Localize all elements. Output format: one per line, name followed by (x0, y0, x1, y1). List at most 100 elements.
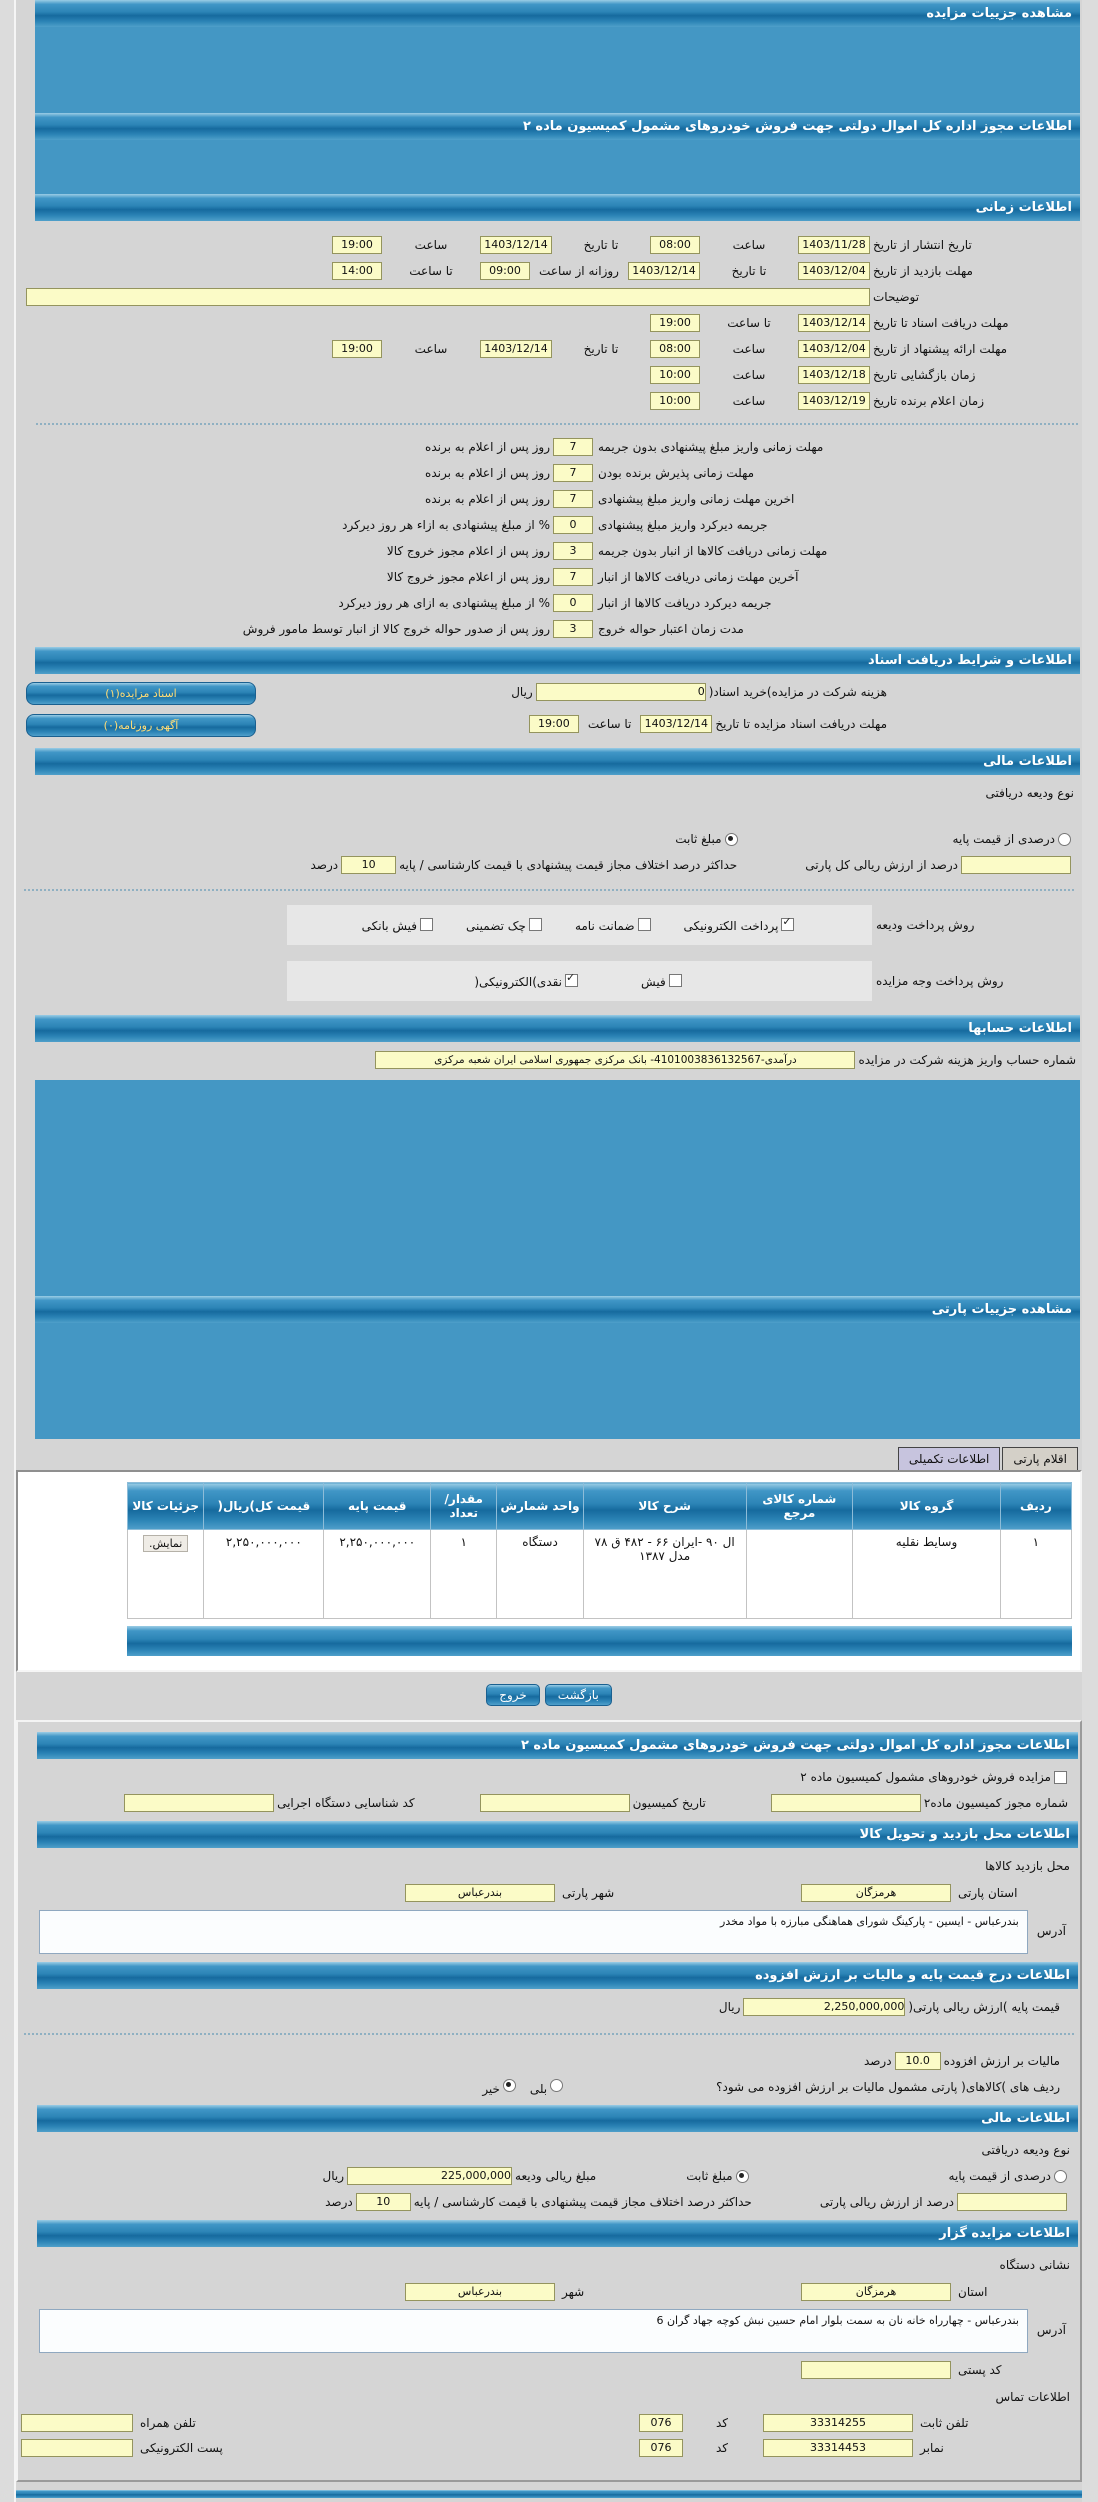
penalty-label: جریمه دیرکرد دریافت کالاها از انبار (598, 596, 772, 610)
province-field[interactable]: هرمزگان (801, 2283, 951, 2301)
deposit-pay-options: پرداخت الکترونیکی ضمانت نامه چک تضمینی ف… (287, 905, 872, 945)
percent-of-base-label: درصدی از قیمت پایه (952, 832, 1055, 846)
fixed-amount-radio-2[interactable] (735, 2170, 749, 2183)
city-field[interactable]: بندرعباس (405, 2283, 555, 2301)
offer-from-time-field[interactable]: 08:00 (650, 340, 700, 358)
fish-checkbox[interactable] (668, 973, 682, 987)
guarantee-checkbox[interactable] (637, 917, 651, 931)
cell-row-number: ۱ (999, 1529, 1073, 1619)
postal-code-label: کد پستی (958, 2363, 1002, 2377)
max-diff-field[interactable]: 10 (341, 856, 397, 874)
exit-button[interactable]: خروج (486, 1684, 540, 1706)
max-diff-field-2[interactable]: 10 (355, 2193, 411, 2211)
article2-auction-label: مزایده فروش خودروهای مشمول کمیسیون ماده … (800, 1770, 1051, 1784)
penalty-field[interactable]: 0 (553, 516, 593, 534)
financial-section: نوع ودیعه دریافتی درصدی از قیمت پایه مبل… (16, 783, 1082, 1001)
publish-to-time-field[interactable]: 19:00 (332, 236, 382, 254)
article2-auction-checkbox[interactable] (1054, 1771, 1067, 1784)
winner-announce-date-field[interactable]: 1403/12/19 (798, 392, 870, 410)
fixed-amount-radio[interactable] (724, 833, 738, 846)
publish-to-date-field[interactable]: 1403/12/14 (480, 236, 552, 254)
account-number-label: شماره حساب واریز هزینه شرکت در مزایده (858, 1053, 1076, 1067)
docs-receive-deadline-label: مهلت دریافت اسناد تا تاریخ (873, 316, 1009, 330)
lot-province-field[interactable]: هرمزگان (801, 1884, 951, 1902)
docs-receive-date-field[interactable]: 1403/12/14 (798, 314, 870, 332)
tab-lot-items[interactable]: اقلام پارتی (1002, 1447, 1078, 1470)
description-field[interactable] (26, 288, 870, 306)
penalty-field[interactable]: 7 (553, 438, 593, 456)
penalty-field[interactable]: 7 (553, 490, 593, 508)
lot-city-field[interactable]: بندرعباس (405, 1884, 555, 1902)
col-total-price: قیمت کل)ریال( (203, 1482, 325, 1530)
email-field[interactable] (21, 2439, 133, 2457)
rial-label: ریال (322, 2169, 345, 2183)
vat-yes-radio[interactable] (550, 2078, 564, 2092)
winner-announce-label: زمان اعلام برنده تاریخ (873, 394, 984, 408)
opening-time-label: زمان بازگشایی تاریخ (873, 368, 976, 382)
visit-to-time-field[interactable]: 14:00 (332, 262, 382, 280)
publish-from-time-field[interactable]: 08:00 (650, 236, 700, 254)
vat-field[interactable]: 10.0 (894, 2052, 941, 2070)
publish-from-date-field[interactable]: 1403/11/28 (798, 236, 870, 254)
divider (36, 423, 1078, 425)
visit-address-field[interactable]: بندرعباس - ایسین - پارکینگ شورای هماهنگی… (39, 1910, 1028, 1954)
col-quantity: مقدار/ تعداد (430, 1482, 498, 1530)
visit-from-date-field[interactable]: 1403/12/04 (798, 262, 870, 280)
newspaper-ad-button[interactable]: آگهی روزنامه(۰) (26, 714, 256, 737)
postal-code-field[interactable] (801, 2361, 951, 2379)
offer-to-time-field[interactable]: 19:00 (332, 340, 382, 358)
deposit-percent-field[interactable] (961, 856, 1071, 874)
fee-field[interactable]: 0 (535, 683, 706, 701)
penalty-field[interactable]: 0 (553, 594, 593, 612)
license-number-field[interactable] (770, 1794, 921, 1812)
bank-slip-checkbox[interactable] (420, 917, 434, 931)
penalty-field[interactable]: 3 (553, 542, 593, 560)
visit-to-date-field[interactable]: 1403/12/14 (628, 262, 700, 280)
fax-code-field[interactable]: 076 (639, 2439, 683, 2457)
certified-check-checkbox[interactable] (528, 917, 542, 931)
penalty-suffix: % از مبلغ پیشنهادی به ازاء هر روز دیرکرد (342, 518, 550, 532)
auctioneer-address-field[interactable]: بندرعباس - چهارراه خانه نان به سمت بلوار… (39, 2309, 1028, 2353)
winner-announce-time-field[interactable]: 10:00 (650, 392, 700, 410)
license-title-banner: اطلاعات مجوز اداره کل اموال دولتی جهت فر… (35, 113, 1080, 140)
docs-receive-time-field[interactable]: 19:00 (650, 314, 700, 332)
agency-id-field[interactable] (124, 1794, 275, 1812)
fax-field[interactable]: 33314453 (763, 2439, 913, 2457)
opening-date-field[interactable]: 1403/12/18 (798, 366, 870, 384)
publish-date-label: تاریخ انتشار از تاریخ (873, 238, 972, 252)
opening-time-field[interactable]: 10:00 (650, 366, 700, 384)
electronic-payment-checkbox[interactable] (781, 915, 795, 931)
cell-unit: دستگاه (496, 1529, 584, 1619)
commission-date-field[interactable] (479, 1794, 630, 1812)
back-button[interactable]: بازگشت (544, 1684, 612, 1706)
penalty-field[interactable]: 7 (553, 568, 593, 586)
docs-deadline-time-field[interactable]: 19:00 (528, 715, 579, 733)
auction-docs-button[interactable]: اسناد مزایده(۱) (26, 682, 256, 705)
col-goods-group: گروه کالا (852, 1482, 1001, 1530)
base-price-field[interactable]: 2,250,000,000 (743, 1998, 906, 2016)
offer-to-date-field[interactable]: 1403/12/14 (480, 340, 552, 358)
percent-of-base-radio[interactable] (1058, 833, 1071, 846)
visit-deadline-label: مهلت بازدید از تاریخ (873, 264, 973, 278)
visit-from-time-field[interactable]: 09:00 (480, 262, 530, 280)
tab-additional-info[interactable]: اطلاعات تکمیلی (897, 1447, 1001, 1470)
docs-deadline-date-field[interactable]: 1403/12/14 (640, 715, 713, 733)
vat-no-radio[interactable] (502, 2078, 516, 2092)
mobile-field[interactable] (21, 2414, 133, 2432)
penalty-field[interactable]: 3 (553, 620, 593, 638)
auctioneer-address-label: آدرس (1036, 2323, 1066, 2337)
penalty-field[interactable]: 7 (553, 464, 593, 482)
landline-label: تلفن ثابت (920, 2416, 969, 2430)
offer-from-date-field[interactable]: 1403/12/04 (798, 340, 870, 358)
cash-electronic-checkbox[interactable] (565, 971, 579, 987)
percent-of-base-radio-2[interactable] (1054, 2170, 1067, 2183)
deposit-amount-field[interactable]: 225,000,000 (347, 2167, 513, 2185)
show-item-details-button[interactable]: نمایش. (143, 1535, 189, 1552)
hour-label: ساعت (732, 238, 766, 252)
landline-code-field[interactable]: 076 (639, 2414, 683, 2432)
lot-details-title: مشاهده جزییات پارتی (35, 1296, 1080, 1323)
landline-field[interactable]: 33314255 (763, 2414, 913, 2432)
fish-label: فیش (641, 974, 666, 989)
deposit-percent-field-2[interactable] (957, 2193, 1067, 2211)
account-number-field[interactable]: درآمدی-4101003836132567- بانک مرکزی جمهو… (375, 1051, 856, 1069)
